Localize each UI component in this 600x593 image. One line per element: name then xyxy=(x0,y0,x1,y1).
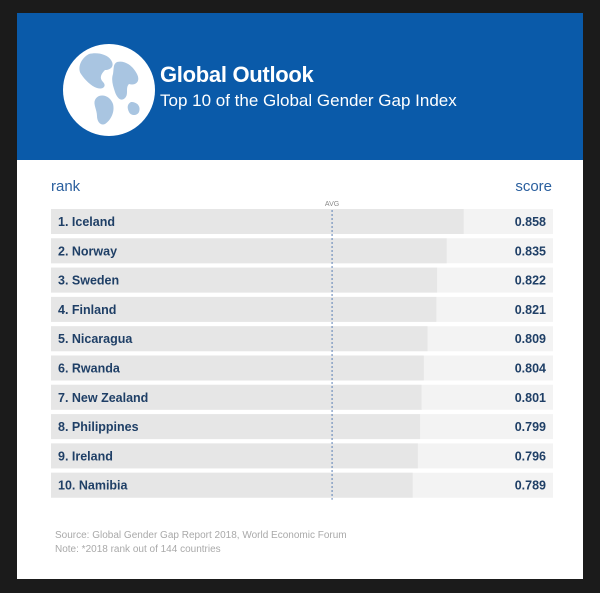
category-label: 3. Sweden xyxy=(58,274,119,288)
chart-row: 1. Iceland 0.858 xyxy=(51,209,553,234)
bar-chart: 1. Iceland 0.858 2. Norway 0.835 3. Sweden 0.… xyxy=(51,201,553,500)
infographic-card: Global Outlook Top 10 of the Global Gend… xyxy=(17,13,583,579)
globe-icon xyxy=(63,44,155,136)
bar xyxy=(51,326,428,352)
bar xyxy=(51,472,413,498)
chart-row: 6. Rwanda 0.804 xyxy=(51,355,553,381)
bar xyxy=(51,267,438,293)
value-label: 0.801 xyxy=(515,391,546,405)
category-label: 4. Finland xyxy=(58,303,116,317)
bar xyxy=(51,355,424,381)
chart-row: 5. Nicaragua 0.809 xyxy=(51,326,553,352)
category-label: 8. Philippines xyxy=(58,420,139,434)
avg-label: AVG xyxy=(325,201,339,208)
category-label: 5. Nicaragua xyxy=(58,332,133,346)
category-label: 7. New Zealand xyxy=(58,391,148,405)
header-banner: Global Outlook Top 10 of the Global Gend… xyxy=(17,13,583,160)
value-label: 0.822 xyxy=(515,274,546,288)
value-label: 0.789 xyxy=(515,479,546,493)
bar xyxy=(51,414,421,440)
value-label: 0.821 xyxy=(515,303,546,317)
bar xyxy=(51,384,422,410)
page-subtitle: Top 10 of the Global Gender Gap Index xyxy=(160,91,457,110)
value-label: 0.799 xyxy=(515,420,546,434)
bar xyxy=(51,296,437,322)
chart-row: 7. New Zealand 0.801 xyxy=(51,384,553,410)
page-title: Global Outlook xyxy=(160,62,314,87)
source-text: Source: Global Gender Gap Report 2018, W… xyxy=(55,530,347,541)
category-label: 1. Iceland xyxy=(58,215,115,229)
value-label: 0.809 xyxy=(515,332,546,346)
chart-row: 10. Namibia 0.789 xyxy=(51,472,553,498)
chart-row: 3. Sweden 0.822 xyxy=(51,267,553,293)
category-label: 9. Ireland xyxy=(58,449,113,463)
bar xyxy=(51,209,464,234)
footer-notes: Source: Global Gender Gap Report 2018, W… xyxy=(55,529,347,557)
chart-row: 9. Ireland 0.796 xyxy=(51,443,553,469)
category-label: 2. Norway xyxy=(58,244,117,258)
chart-row: 2. Norway 0.835 xyxy=(51,238,553,264)
value-label: 0.858 xyxy=(515,215,546,229)
chart-row: 8. Philippines 0.799 xyxy=(51,414,553,440)
value-label: 0.796 xyxy=(515,449,546,463)
rank-column-header: rank xyxy=(51,178,81,195)
category-label: 10. Namibia xyxy=(58,479,129,493)
value-label: 0.804 xyxy=(515,362,546,376)
category-label: 6. Rwanda xyxy=(58,362,121,376)
value-label: 0.835 xyxy=(515,244,546,258)
note-text: Note: *2018 rank out of 144 countries xyxy=(55,544,221,555)
bar xyxy=(51,443,418,469)
bar xyxy=(51,238,447,264)
chart-row: 4. Finland 0.821 xyxy=(51,296,553,322)
score-column-header: score xyxy=(515,178,552,195)
